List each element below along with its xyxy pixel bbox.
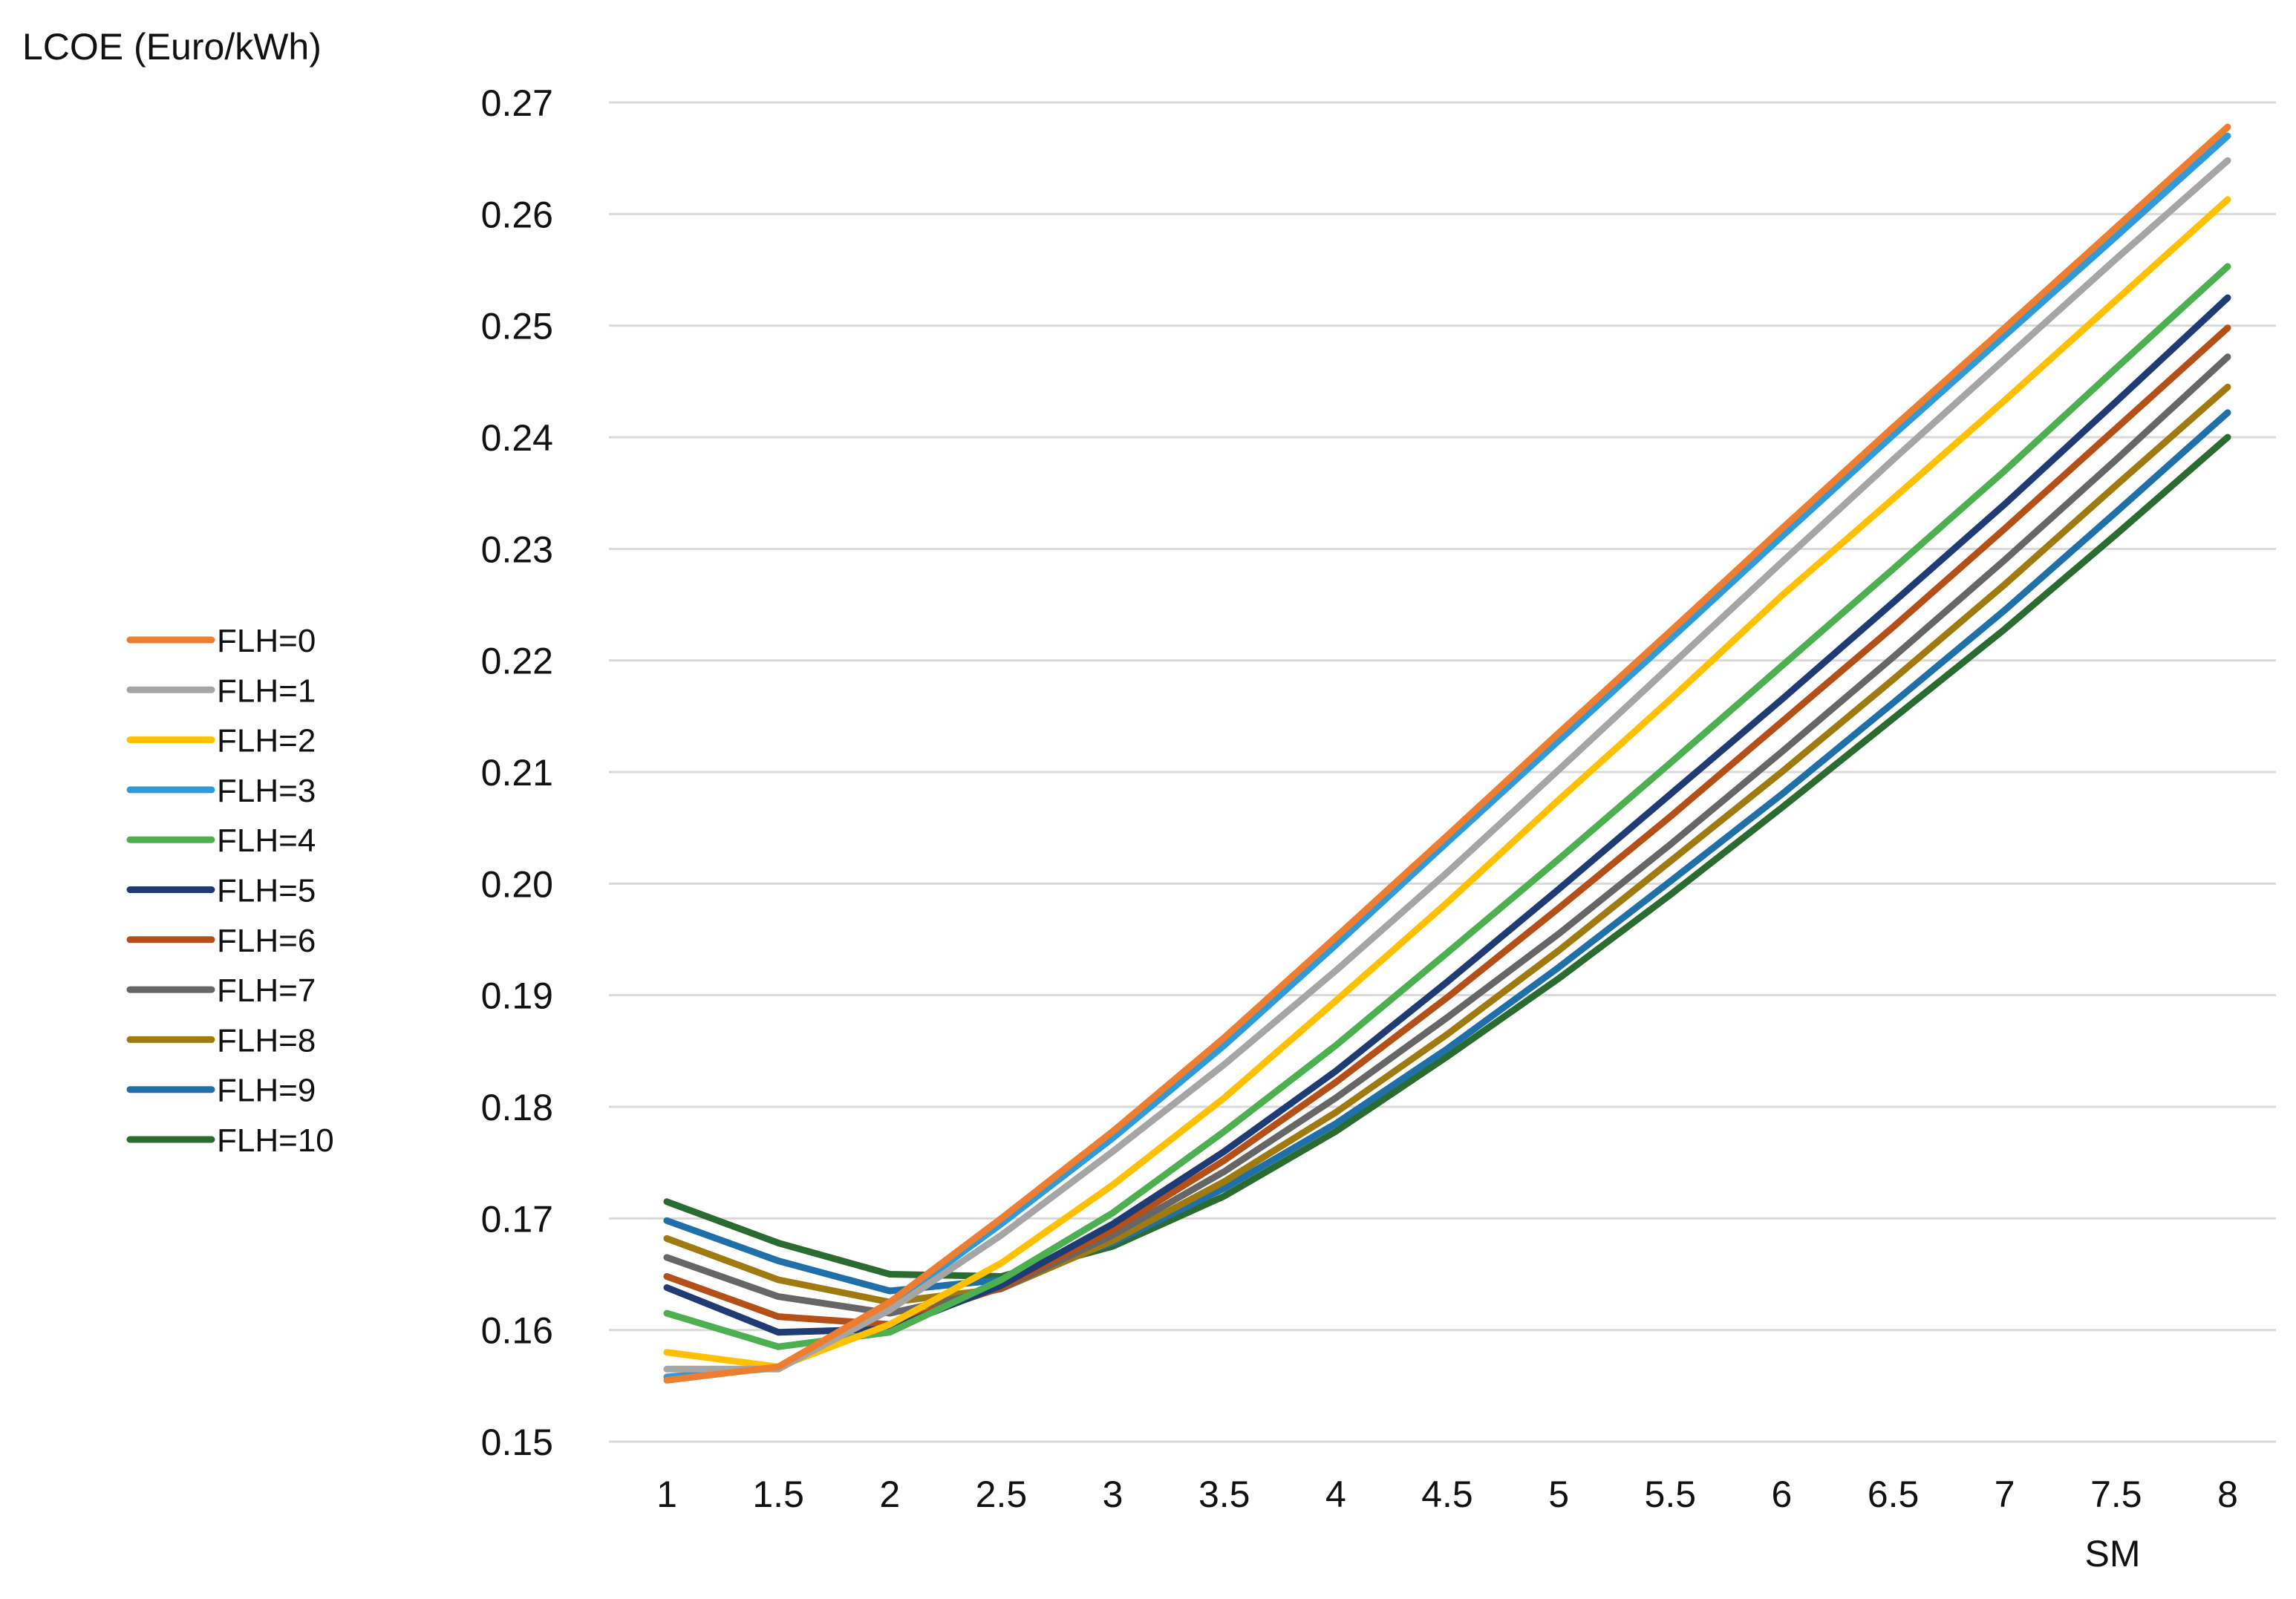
series-line-flh-2 — [663, 196, 2231, 1370]
x-tick-label: 1.5 — [752, 1474, 804, 1515]
legend-item: FLH=0 — [126, 623, 316, 659]
y-tick-label: 0.25 — [481, 306, 553, 347]
x-tick-label: 4.5 — [1421, 1474, 1473, 1515]
x-tick-label: 5 — [1548, 1474, 1569, 1515]
x-axis-label: SM — [2085, 1533, 2141, 1575]
series-line-flh-1 — [663, 157, 2231, 1373]
x-tick-label: 3.5 — [1198, 1474, 1250, 1515]
legend-label: FLH=3 — [217, 773, 316, 809]
legend: FLH=0 FLH=1 FLH=2 FLH=3 FLH=4 FLH=5 FLH=6 FLH=7… — [126, 623, 334, 1159]
x-tick-label: 6.5 — [1868, 1474, 1920, 1515]
x-tick-label: 6 — [1772, 1474, 1793, 1515]
y-tick-label: 0.27 — [481, 82, 553, 124]
legend-item: FLH=2 — [126, 723, 316, 759]
series-line-flh-10 — [663, 434, 2231, 1280]
legend-label: FLH=8 — [217, 1022, 316, 1059]
y-tick-label: 0.18 — [481, 1087, 553, 1128]
y-axis-label: LCOE (Euro/kWh) — [22, 26, 322, 68]
y-tick-label: 0.26 — [481, 194, 553, 235]
x-tick-label: 7 — [1995, 1474, 2015, 1515]
legend-label: FLH=10 — [217, 1122, 334, 1159]
y-axis-ticks: 0.15 0.16 0.17 0.18 0.19 0.20 0.21 0.22 0.23 0.24… — [481, 82, 553, 1463]
series-line-flh-0 — [663, 123, 2231, 1384]
x-tick-label: 8 — [2217, 1474, 2238, 1515]
series-line-flh-4 — [663, 263, 2231, 1350]
y-tick-label: 0.21 — [481, 752, 553, 794]
legend-item: FLH=10 — [126, 1122, 334, 1159]
legend-item: FLH=1 — [126, 673, 316, 709]
y-tick-label: 0.24 — [481, 417, 553, 459]
series-line-flh-9 — [663, 409, 2231, 1295]
legend-label: FLH=9 — [217, 1073, 316, 1109]
legend-label: FLH=0 — [217, 623, 316, 659]
series-line-flh-5 — [663, 294, 2231, 1336]
x-tick-label: 2 — [879, 1474, 900, 1515]
legend-item: FLH=9 — [126, 1073, 316, 1109]
legend-item: FLH=3 — [126, 773, 316, 809]
y-tick-label: 0.15 — [481, 1422, 553, 1463]
series-line-flh-3 — [663, 132, 2231, 1381]
legend-label: FLH=7 — [217, 972, 316, 1009]
x-tick-label: 3 — [1103, 1474, 1123, 1515]
legend-label: FLH=4 — [217, 823, 316, 859]
legend-label: FLH=1 — [217, 673, 316, 709]
series-lines — [663, 123, 2231, 1384]
y-tick-label: 0.20 — [481, 863, 553, 905]
x-tick-label: 4 — [1325, 1474, 1346, 1515]
legend-label: FLH=2 — [217, 723, 316, 759]
series-line-flh-8 — [663, 383, 2231, 1306]
y-tick-label: 0.19 — [481, 975, 553, 1017]
legend-item: FLH=4 — [126, 823, 316, 859]
legend-item: FLH=7 — [126, 972, 316, 1009]
x-tick-label: 5.5 — [1645, 1474, 1697, 1515]
x-tick-label: 1 — [656, 1474, 677, 1515]
y-tick-label: 0.16 — [481, 1310, 553, 1352]
y-tick-label: 0.23 — [481, 529, 553, 570]
y-tick-label: 0.22 — [481, 641, 553, 682]
x-axis-ticks: 1 1.5 2 2.5 3 3.5 4 4.5 5 5.5 6 6.5 7 7.5 8 — [656, 1474, 2238, 1515]
gridlines — [609, 101, 2276, 1443]
x-tick-label: 2.5 — [976, 1474, 1028, 1515]
x-tick-label: 7.5 — [2090, 1474, 2142, 1515]
legend-item: FLH=6 — [126, 923, 316, 959]
legend-item: FLH=8 — [126, 1022, 316, 1059]
legend-label: FLH=6 — [217, 923, 316, 959]
legend-label: FLH=5 — [217, 873, 316, 909]
y-tick-label: 0.17 — [481, 1198, 553, 1240]
legend-item: FLH=5 — [126, 873, 316, 909]
